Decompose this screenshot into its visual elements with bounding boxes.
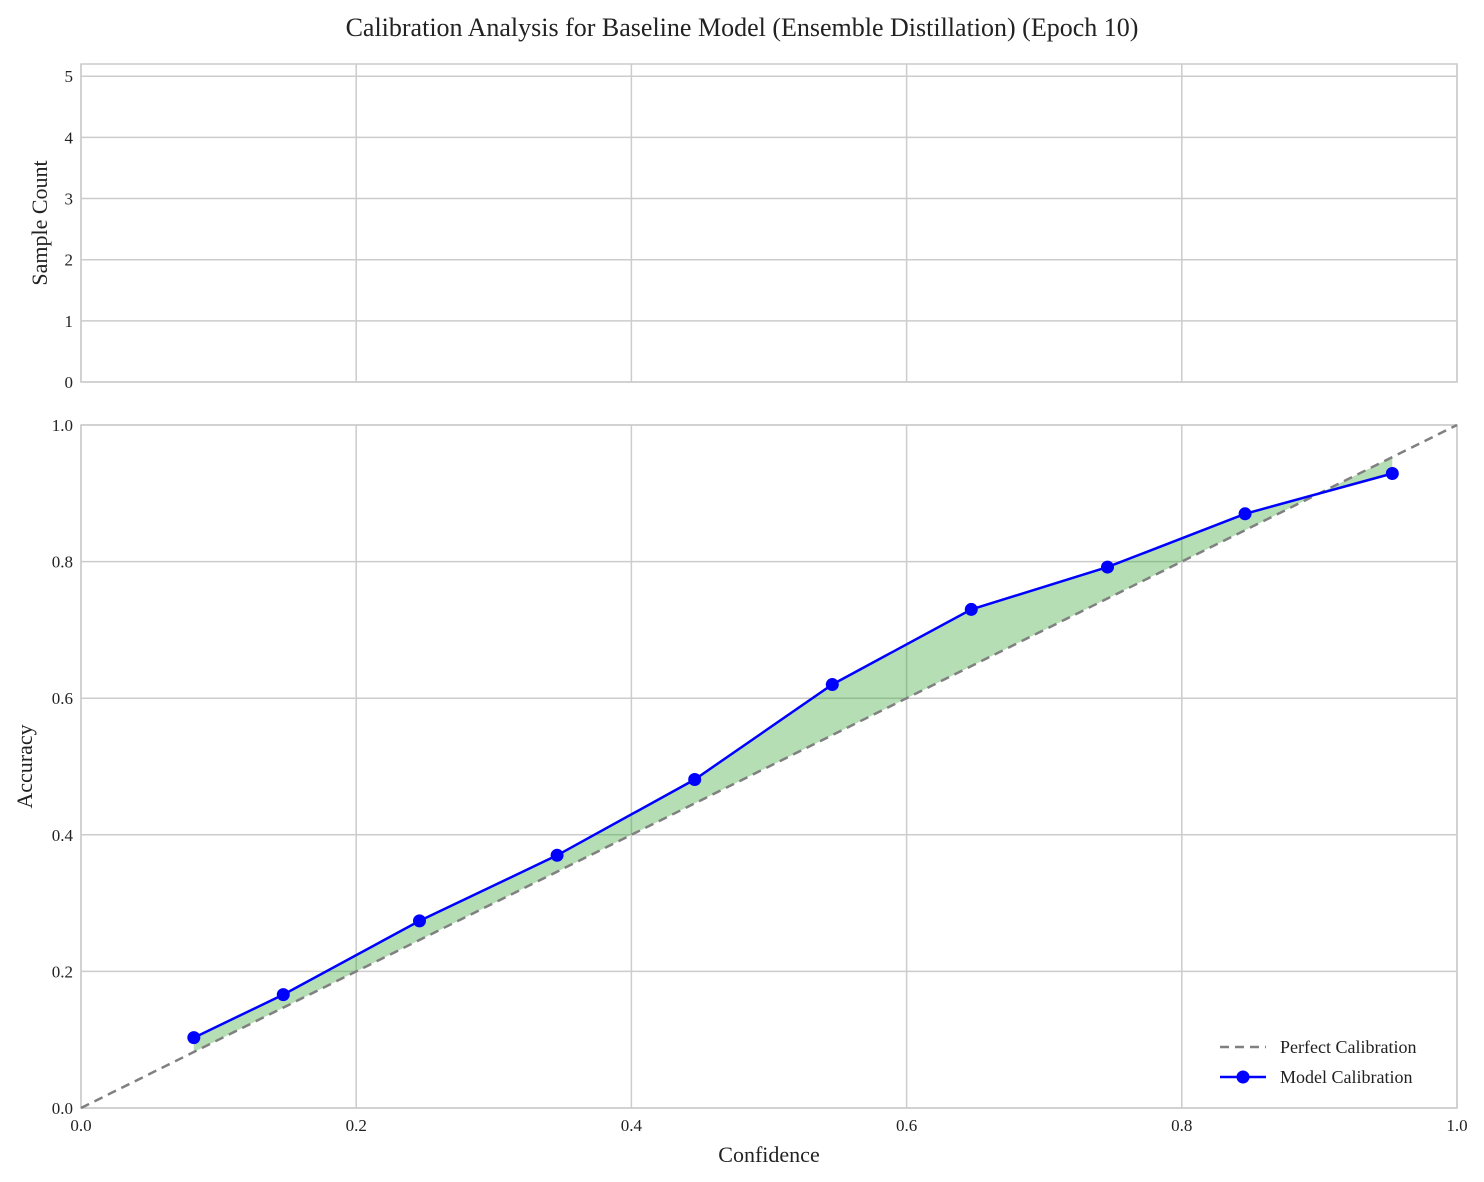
model-calibration-point: [187, 1031, 201, 1045]
model-calibration-point: [550, 848, 564, 862]
x-tick-label: 0.0: [70, 1116, 91, 1135]
legend-model-calibration-marker: [1236, 1070, 1250, 1084]
model-calibration-line: [193, 472, 1393, 1039]
x-tick-label: 0.6: [896, 1116, 917, 1135]
legend-perfect-calibration-label: Perfect Calibration: [1280, 1037, 1416, 1057]
histogram-frame: [80, 63, 1458, 383]
perfect-calibration-line: [80, 423, 1458, 1110]
x-tick-label: 0.2: [346, 1116, 367, 1135]
histogram-y-tick-label: 2: [65, 251, 74, 270]
legend: Perfect Calibration Model Calibration: [1220, 1037, 1416, 1087]
y-axis-label: Accuracy: [12, 724, 37, 808]
reliability-x-ticks: 0.0 0.2 0.4 0.6 0.8 1.0: [70, 1116, 1467, 1135]
reliability-frame: [80, 424, 1458, 1109]
histogram-y-tick-label: 4: [65, 128, 74, 147]
model-calibration-point: [1100, 560, 1114, 574]
y-tick-label: 0.8: [52, 553, 73, 572]
histogram-y-tick-label: 3: [65, 190, 74, 209]
histogram-panel: 0 1 2 3 4 5 Sample Count: [27, 63, 1458, 392]
model-calibration-point: [276, 988, 290, 1002]
histogram-y-tick-label: 0: [65, 373, 74, 392]
histogram-grid: [80, 64, 1458, 383]
y-tick-label: 0.4: [52, 826, 74, 845]
model-calibration-point: [1238, 507, 1252, 521]
model-calibration-point: [964, 602, 978, 616]
reliability-panel: 0.0 0.2 0.4 0.6 0.8 1.0 0.0 0.2 0.4 0.6 0.8 1.0 Co…: [12, 416, 1468, 1167]
model-calibration-point: [825, 678, 839, 692]
x-tick-label: 0.4: [621, 1116, 643, 1135]
y-tick-label: 0.6: [52, 689, 73, 708]
histogram-y-ticks: 0 1 2 3 4 5: [65, 67, 74, 392]
x-tick-label: 1.0: [1446, 1116, 1467, 1135]
y-tick-label: 1.0: [52, 416, 73, 435]
y-tick-label: 0.0: [52, 1099, 73, 1118]
x-tick-label: 0.8: [1171, 1116, 1192, 1135]
histogram-y-axis-label: Sample Count: [27, 160, 52, 285]
y-tick-label: 0.2: [52, 962, 73, 981]
x-axis-label: Confidence: [718, 1142, 819, 1167]
reliability-plot-area: [80, 423, 1458, 1110]
reliability-y-ticks: 0.0 0.2 0.4 0.6 0.8 1.0: [52, 416, 74, 1118]
chart-title: Calibration Analysis for Baseline Model …: [346, 13, 1139, 42]
model-calibration-point: [412, 914, 426, 928]
histogram-y-tick-label: 1: [65, 312, 74, 331]
model-calibration-point: [688, 772, 702, 786]
legend-model-calibration-label: Model Calibration: [1280, 1067, 1412, 1087]
histogram-y-tick-label: 5: [65, 67, 74, 86]
model-calibration-point: [1385, 466, 1399, 480]
